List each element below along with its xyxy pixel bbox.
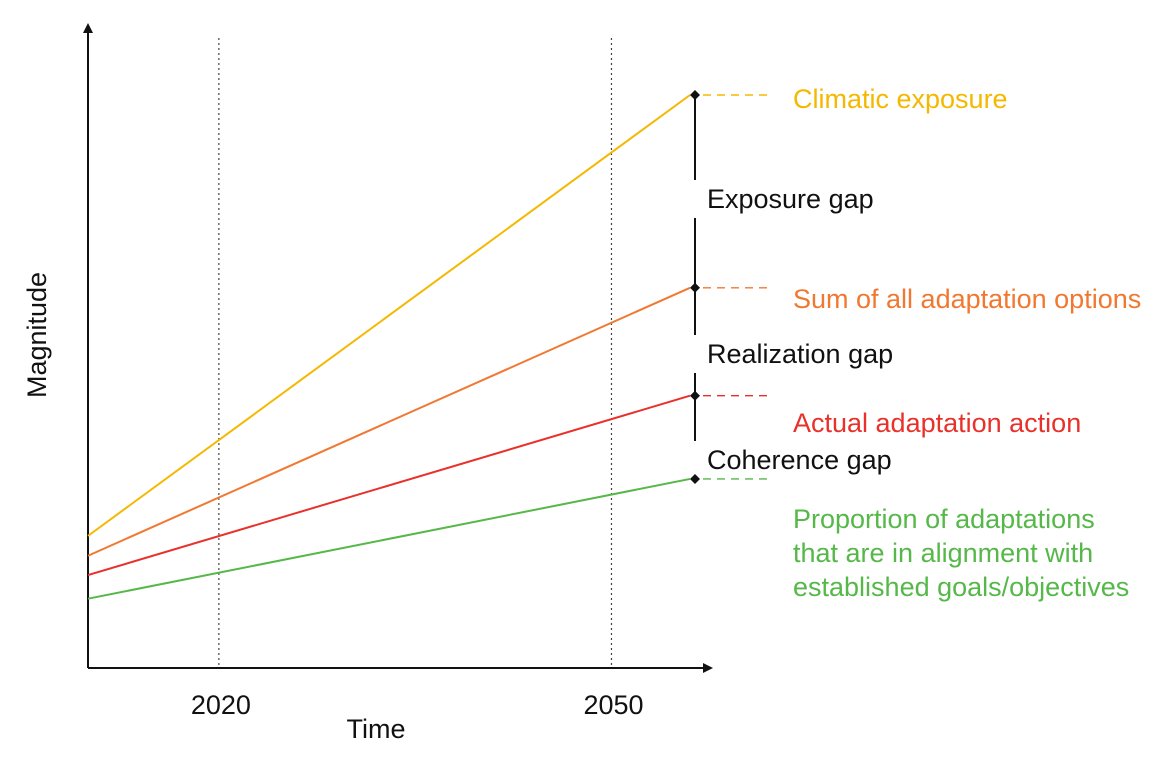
- x-axis-title: Time: [347, 714, 406, 744]
- x-tick-label: 2020: [191, 690, 251, 720]
- series-label: Climatic exposure: [793, 84, 1008, 114]
- gap-label: Coherence gap: [707, 445, 892, 475]
- x-tick-label: 2050: [583, 690, 643, 720]
- series-label: Actual adaptation action: [793, 408, 1081, 438]
- series-line: [87, 94, 691, 537]
- series-label-line: that are in alignment with: [793, 538, 1093, 568]
- gap-label: Realization gap: [707, 339, 893, 369]
- series-label: Proportion of adaptations that are in ali…: [793, 504, 1129, 602]
- series-lines: [87, 94, 691, 600]
- gap-markers: Exposure gap Realization gap Coherence gap: [690, 90, 893, 484]
- series-label-line: Sum of all adaptation options: [793, 284, 1141, 314]
- series-line: [87, 477, 691, 600]
- series-labels: Climatic exposure Sum of all adaptation o…: [793, 84, 1141, 602]
- series-line: [87, 394, 691, 577]
- y-axis-title: Magnitude: [22, 272, 52, 398]
- gap-label: Exposure gap: [707, 184, 874, 214]
- series-label-line: established goals/objectives: [793, 572, 1129, 602]
- series-label-line: Proportion of adaptations: [793, 504, 1095, 534]
- reference-lines: 2020 2050: [191, 38, 644, 720]
- series-label-line: Actual adaptation action: [793, 408, 1081, 438]
- series-label: Sum of all adaptation options: [793, 284, 1141, 314]
- series-label-line: Climatic exposure: [793, 84, 1008, 114]
- series-line: [87, 286, 691, 557]
